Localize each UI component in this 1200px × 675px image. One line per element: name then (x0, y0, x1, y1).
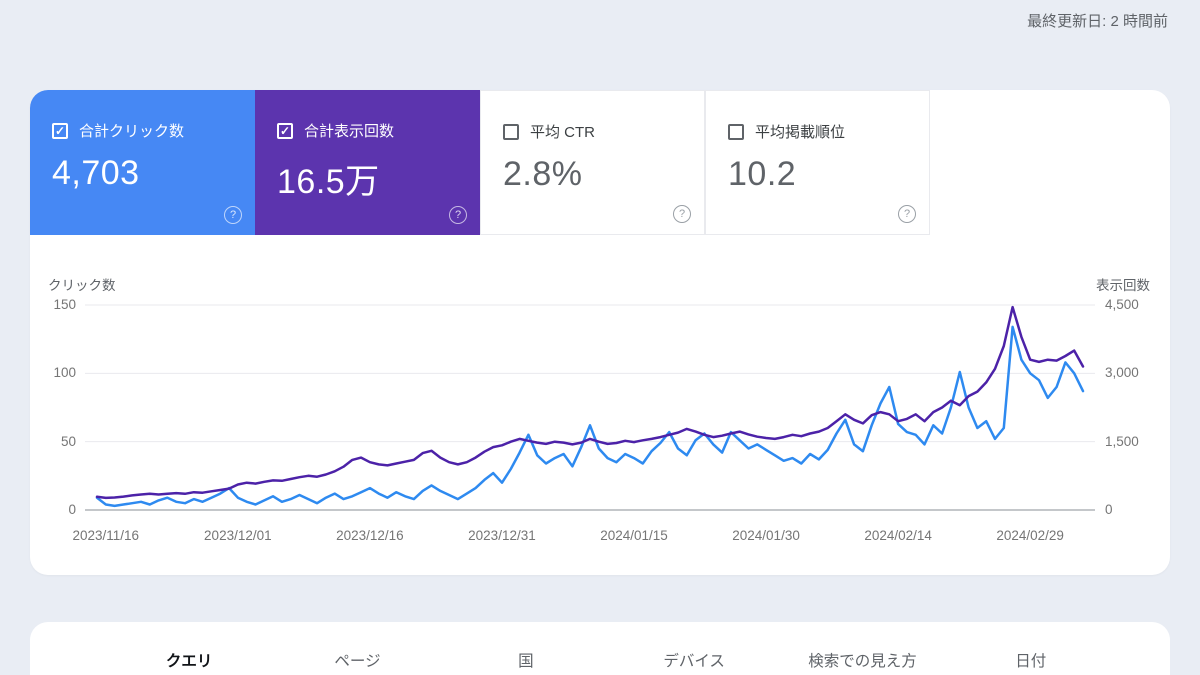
tab-search-appearance[interactable]: 検索での見え方 (808, 653, 917, 670)
checkbox-unchecked-icon[interactable] (728, 123, 744, 140)
metric-cards-row: ✓ 合計クリック数 4,703 ? ✓ 合計表示回数 16.5万 ? 平均 CT… (30, 90, 930, 235)
tab-dates[interactable]: 日付 (1015, 653, 1047, 670)
help-icon[interactable]: ? (449, 206, 467, 224)
right-axis-tick: 1,500 (1105, 433, 1139, 449)
x-axis-tick: 2023/12/31 (468, 528, 536, 543)
x-axis-tick: 2024/02/29 (996, 528, 1064, 543)
left-axis-tick: 50 (60, 433, 76, 449)
checkbox-checked-icon[interactable]: ✓ (52, 122, 68, 139)
left-axis-tick: 100 (53, 365, 76, 381)
right-axis-tick: 3,000 (1105, 365, 1139, 381)
tab-pages[interactable]: ページ (334, 653, 381, 670)
help-icon[interactable]: ? (224, 206, 242, 224)
metric-card-value: 16.5万 (277, 163, 380, 201)
series-line-impressions (95, 305, 1085, 500)
left-axis-title: クリック数 (48, 278, 116, 293)
metric-card-value: 10.2 (728, 155, 797, 193)
x-axis-tick: 2023/12/16 (336, 528, 404, 543)
left-axis-tick: 150 (53, 297, 76, 312)
metric-card-label: 合計表示回数 (304, 123, 395, 140)
performance-line-chart[interactable] (85, 295, 1095, 515)
help-icon[interactable]: ? (673, 205, 691, 223)
tab-devices[interactable]: デバイス (663, 653, 725, 670)
checkbox-unchecked-icon[interactable] (503, 123, 519, 140)
last-updated-text: 最終更新日: 2 時間前 (1027, 13, 1168, 30)
metric-card-label: 平均 CTR (530, 124, 595, 141)
x-axis-tick: 2024/01/30 (732, 528, 800, 543)
help-icon[interactable]: ? (898, 205, 916, 223)
tab-countries[interactable]: 国 (518, 653, 534, 670)
x-axis-tick: 2024/02/14 (864, 528, 932, 543)
x-axis-tick: 2024/01/15 (600, 528, 668, 543)
tab-queries[interactable]: クエリ (165, 653, 213, 670)
series-line-clicks (95, 325, 1085, 508)
metric-card-value: 2.8% (503, 155, 583, 193)
x-axis-tick: 2023/11/16 (72, 528, 140, 543)
metric-card-average-position[interactable]: 平均掲載順位 10.2 ? (705, 90, 930, 235)
left-axis-tick: 0 (68, 502, 76, 517)
metric-card-label: 平均掲載順位 (755, 124, 846, 141)
right-axis-tick: 0 (1105, 502, 1113, 517)
metric-card-total-clicks[interactable]: ✓ 合計クリック数 4,703 ? (30, 90, 255, 235)
metric-card-label: 合計クリック数 (79, 123, 185, 140)
metric-card-total-impressions[interactable]: ✓ 合計表示回数 16.5万 ? (255, 90, 480, 235)
x-axis-tick: 2023/12/01 (204, 528, 272, 543)
performance-panel: ✓ 合計クリック数 4,703 ? ✓ 合計表示回数 16.5万 ? 平均 CT… (30, 90, 1170, 575)
right-axis-title: 表示回数 (1096, 278, 1150, 293)
checkbox-checked-icon[interactable]: ✓ (277, 122, 293, 139)
right-axis-tick: 4,500 (1105, 297, 1139, 312)
metric-card-average-ctr[interactable]: 平均 CTR 2.8% ? (480, 90, 705, 235)
metric-card-value: 4,703 (52, 154, 140, 192)
dimension-tabs: クエリ ページ 国 デバイス 検索での見え方 日付 (30, 622, 1170, 675)
